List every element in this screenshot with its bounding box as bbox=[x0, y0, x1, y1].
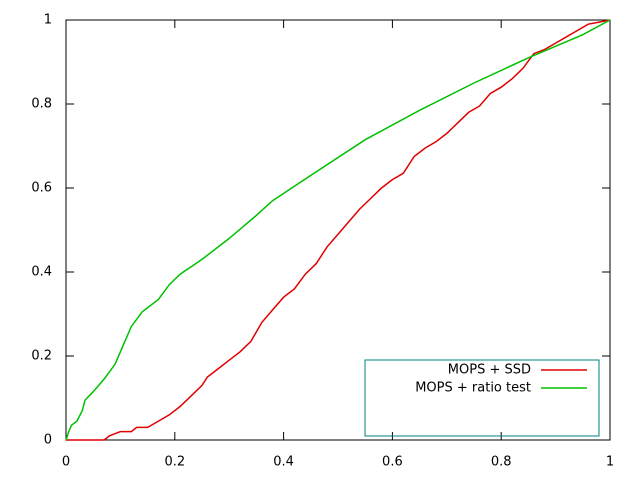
y-tick-label: 0 bbox=[44, 433, 52, 448]
x-tick-label: 1 bbox=[606, 455, 614, 470]
legend-box bbox=[364, 359, 600, 437]
series-line bbox=[66, 19, 611, 441]
legend-label: MOPS + SSD bbox=[448, 363, 531, 378]
y-tick-label: 0.2 bbox=[31, 349, 52, 364]
series-line bbox=[65, 19, 611, 441]
x-tick-label: 0.6 bbox=[382, 455, 403, 470]
y-tick-label: 0.6 bbox=[31, 181, 52, 196]
x-tick-label: 0.2 bbox=[164, 455, 185, 470]
y-tick-label: 0.8 bbox=[31, 97, 52, 112]
y-tick-label: 0.4 bbox=[31, 265, 52, 280]
x-tick-label: 0.4 bbox=[273, 455, 294, 470]
x-tick-label: 0 bbox=[62, 455, 70, 470]
x-tick-label: 0.8 bbox=[491, 455, 512, 470]
legend-label: MOPS + ratio test bbox=[415, 381, 531, 396]
y-tick-label: 1 bbox=[44, 13, 52, 28]
plot-frame bbox=[65, 19, 611, 441]
